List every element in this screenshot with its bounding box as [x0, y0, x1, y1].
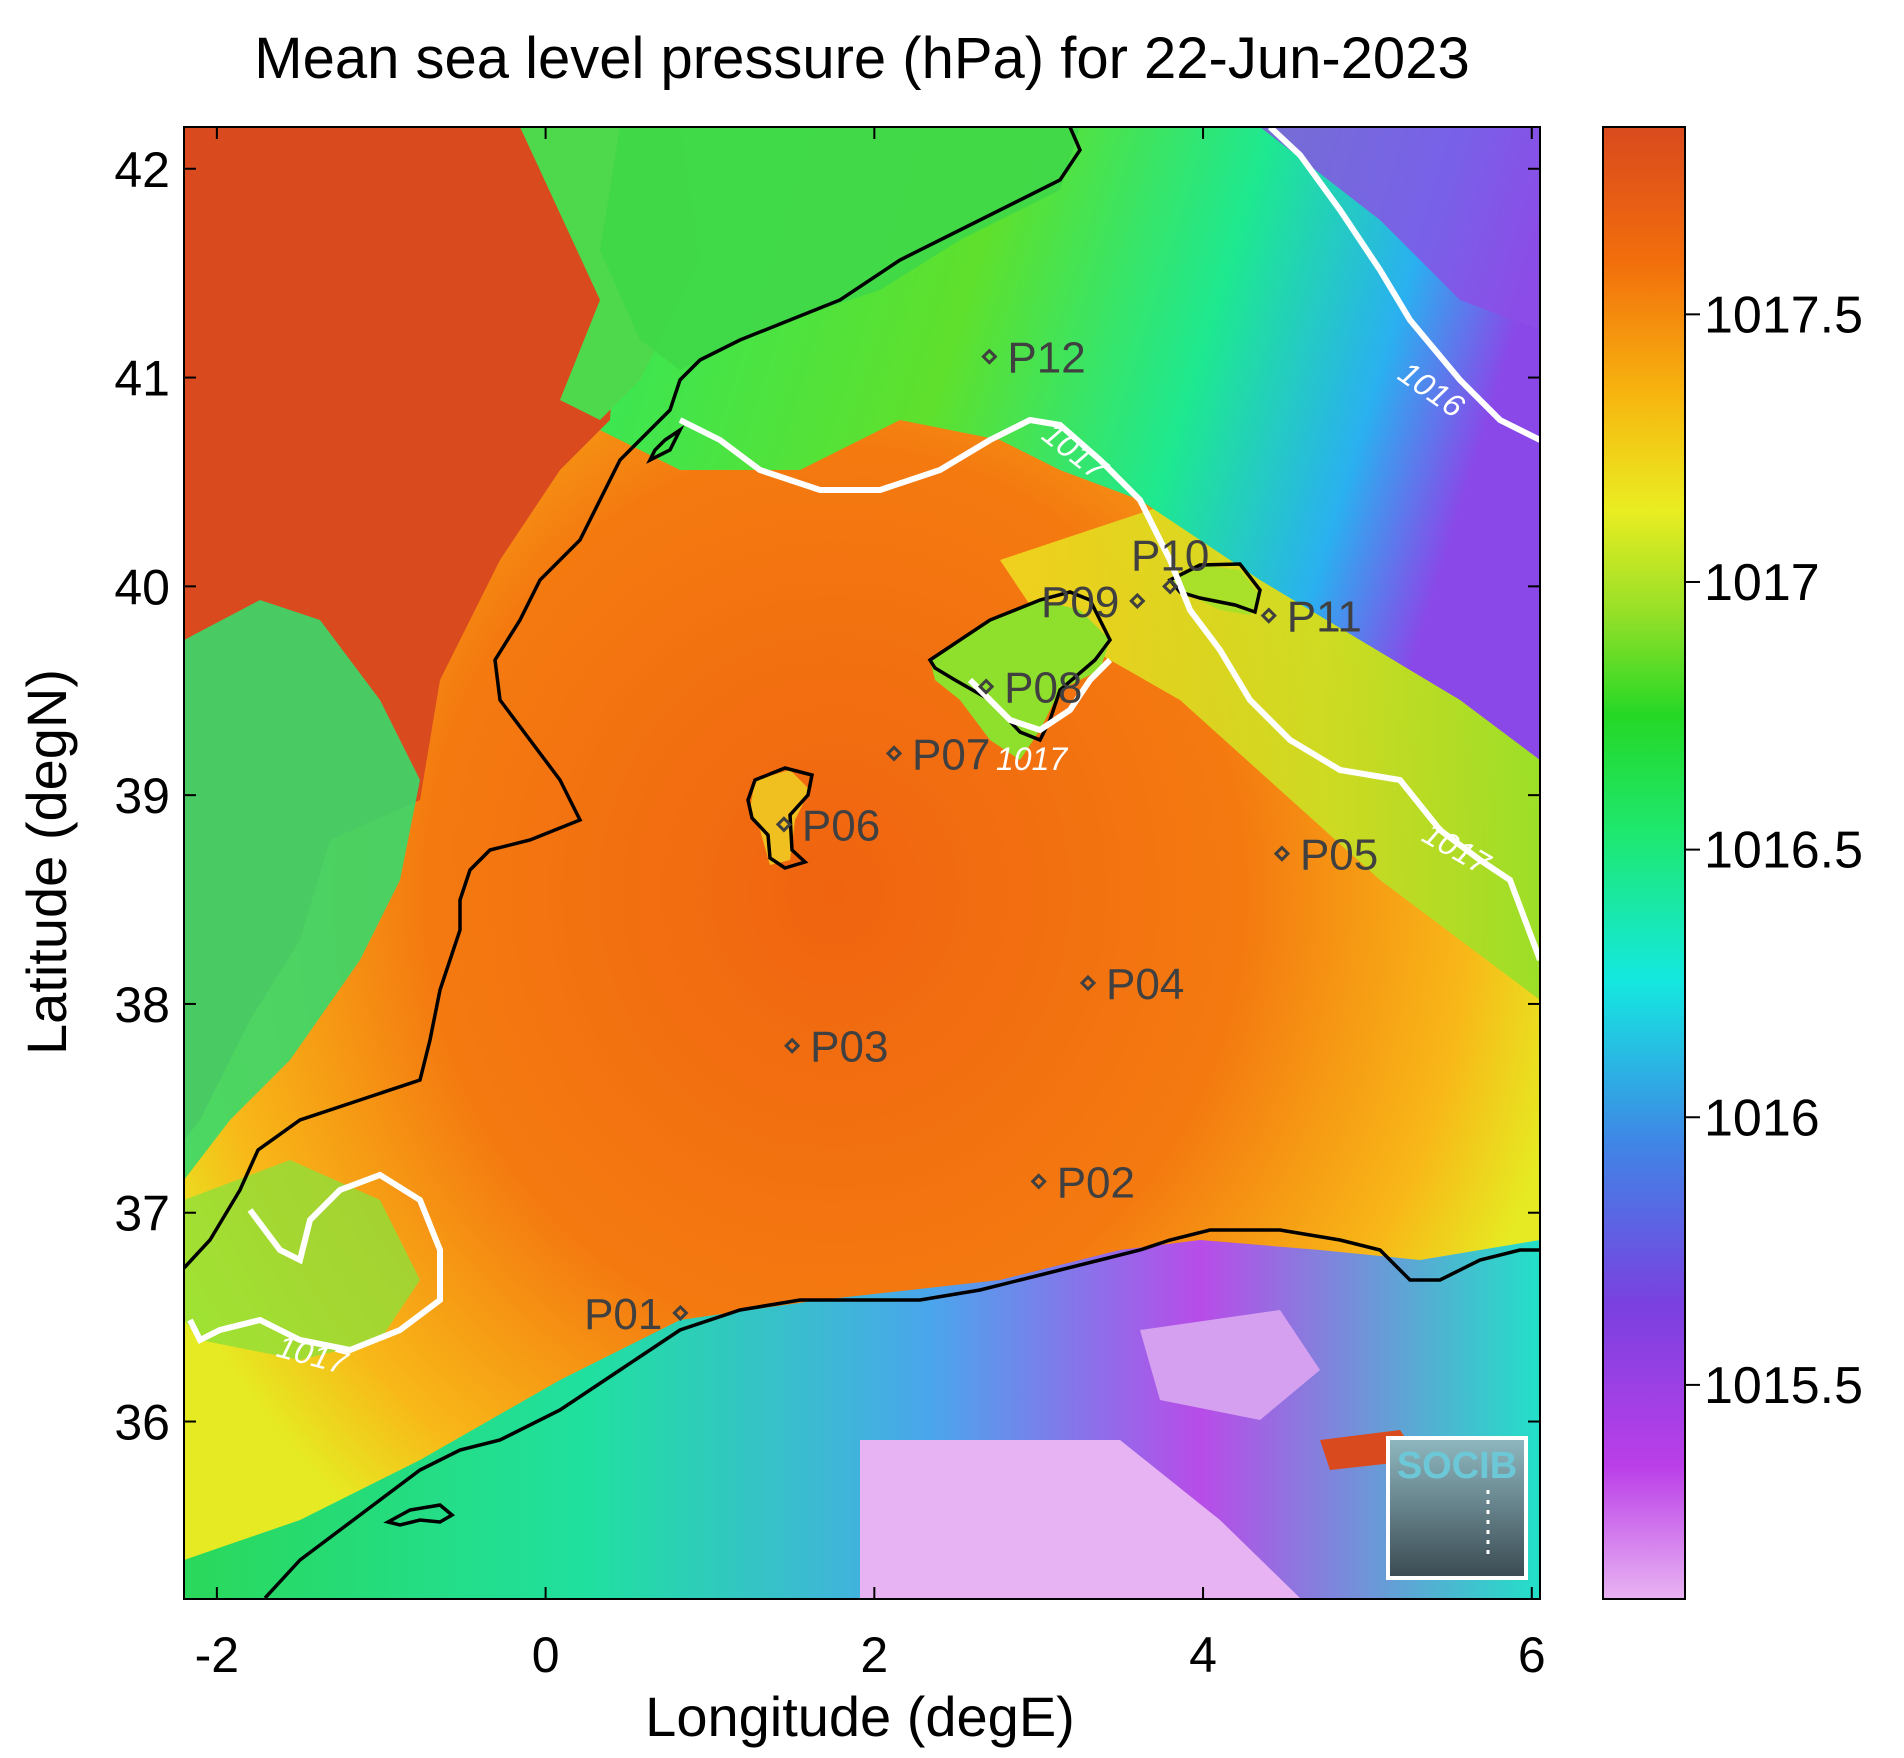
x-tick-label: -2	[195, 1627, 239, 1683]
y-tick-label: 40	[114, 559, 170, 615]
coastlines	[184, 127, 1540, 1599]
station-marker	[885, 745, 903, 762]
map-frame	[183, 126, 1541, 1600]
station-marker	[784, 1037, 801, 1054]
station-label: P04	[1106, 960, 1184, 1009]
y-axis-ticks: 36 37 38 39 40 41 42	[114, 142, 1540, 1451]
station-label: P05	[1300, 831, 1378, 880]
colorbar-tick-label: 1017.5	[1704, 286, 1863, 344]
station-label: P11	[1287, 593, 1362, 642]
x-tick-label: 4	[1189, 1627, 1217, 1683]
x-tick-label: 0	[532, 1627, 560, 1683]
colorbar-ticks: 1015.5 1016 1016.5 1017 1017.5	[1685, 286, 1863, 1415]
station-label: P12	[1007, 334, 1085, 383]
contour-label-1017-mallorca: 1017	[996, 741, 1068, 777]
colorbar-tick-label: 1016.5	[1704, 822, 1863, 880]
station-label: P01	[584, 1290, 662, 1339]
y-tick-label: 42	[114, 142, 170, 198]
colorbar	[1602, 126, 1686, 1600]
station-label: P07	[912, 730, 990, 779]
y-tick-label: 38	[114, 977, 170, 1033]
station-marker	[981, 348, 998, 365]
socib-logo: SOCIB	[1386, 1436, 1528, 1580]
station-marker	[672, 1304, 689, 1322]
x-tick-label: 2	[860, 1627, 888, 1683]
y-axis-label: Latitude (degN)	[15, 669, 78, 1055]
station-marker	[1260, 607, 1277, 624]
chart-title: Mean sea level pressure (hPa) for 22-Jun…	[254, 26, 1469, 91]
y-tick-label: 36	[114, 1395, 170, 1451]
station-label: P02	[1057, 1158, 1135, 1207]
pressure-field: 1016 1017 1017 1017 1017 SOCIB	[184, 127, 1540, 1599]
station-label: P03	[810, 1023, 888, 1072]
x-tick-label: 6	[1518, 1627, 1546, 1683]
station-marker	[1162, 578, 1179, 595]
colorbar-tick-label: 1015.5	[1704, 1357, 1863, 1415]
station-marker	[1273, 845, 1291, 862]
x-axis-label: Longitude (degE)	[645, 1685, 1075, 1748]
logo-text: SOCIB	[1397, 1445, 1517, 1487]
station-marker	[1129, 592, 1146, 610]
colorbar-tick-label: 1016	[1704, 1089, 1820, 1147]
colorbar-tick-label: 1017	[1704, 554, 1820, 612]
station-marker	[775, 816, 793, 833]
station-label: P10	[1131, 531, 1209, 580]
station-marker	[1030, 1173, 1047, 1190]
x-axis-ticks: -2 0 2 4 6	[195, 127, 1546, 1683]
station-label: P09	[1041, 578, 1119, 627]
isobars	[187, 127, 1540, 1354]
station-label: P06	[802, 801, 880, 850]
station-marker	[1079, 974, 1097, 992]
y-tick-label: 39	[114, 768, 170, 824]
station-label: P08	[1004, 664, 1082, 713]
station-marker	[977, 678, 995, 695]
y-tick-label: 37	[114, 1186, 170, 1242]
y-tick-label: 41	[114, 351, 170, 407]
